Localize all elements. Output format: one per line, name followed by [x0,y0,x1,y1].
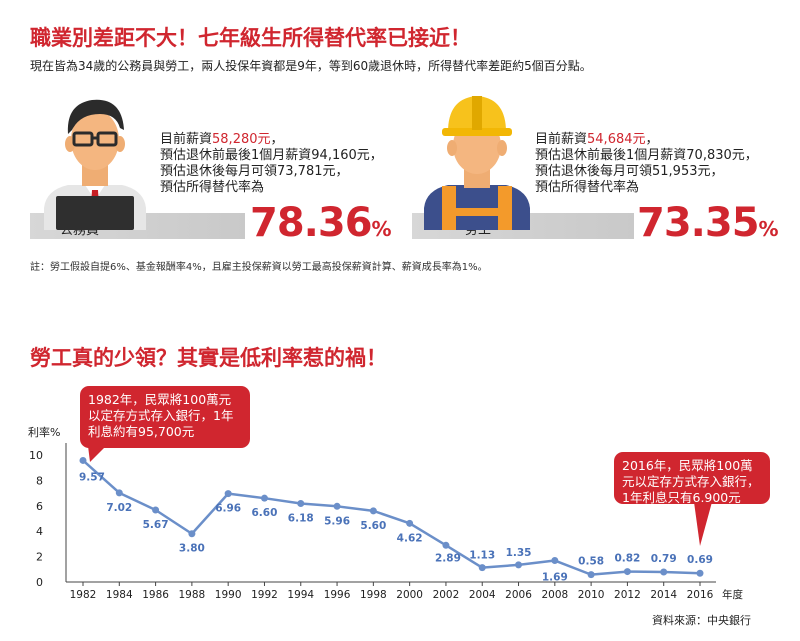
data-point [515,561,523,569]
data-label: 1.13 [469,550,495,562]
worker-salary-suffix: ， [645,132,659,147]
x-tick-label: 1988 [179,589,206,601]
x-tick-label: 1992 [251,589,278,601]
callout-1982: 1982年，民眾將100萬元以定存方式存入銀行，1年利息約有95,700元 [80,386,250,448]
x-axis-label: 年度 [722,588,743,601]
x-tick-label: 1996 [324,589,351,601]
y-tick-label: 6 [36,500,43,513]
data-label: 1.69 [542,572,568,584]
data-label: 3.80 [179,543,205,555]
civil-servant-salary-prefix: 目前薪資 [160,132,213,147]
civil-servant-salary: 58,280元 [212,132,271,147]
data-label: 1.35 [506,547,532,559]
data-label: 7.02 [106,502,132,514]
worker-rate-label: 預估所得替代率為 [535,180,640,195]
x-tick-label: 2008 [541,589,568,601]
data-label: 5.67 [143,519,169,531]
construction-worker-icon [424,96,530,230]
data-point [587,571,595,579]
x-tick-label: 2000 [396,589,423,601]
x-tick-label: 1984 [106,589,133,601]
data-label: 0.69 [687,554,713,566]
x-tick-label: 1998 [360,589,387,601]
callout-1982-pointer [88,446,106,462]
x-tick-label: 1982 [70,589,97,601]
data-label: 6.18 [288,513,314,525]
data-point [406,519,414,527]
page-subtitle: 現在皆為34歲的公務員與勞工，兩人投保年資都是9年，等到60歲退休時，所得替代率… [30,59,592,73]
worker-salary-prefix: 目前薪資 [535,132,588,147]
callout-2016-pointer [694,502,712,546]
civil-servant-last-salary: 預估退休前最後1個月薪資94,160元， [160,148,383,163]
x-tick-label: 2014 [650,589,677,601]
data-point [224,490,232,498]
y-axis-label: 利率% [28,425,60,439]
data-point [79,456,87,464]
data-label: 6.96 [215,503,241,515]
callout-2016: 2016年，民眾將100萬元以定存方式存入銀行，1年利息只有6,900元 [614,452,770,505]
worker-info: 目前薪資54,684元， 預估退休前最後1個月薪資70,830元， 預估退休後每… [535,132,758,196]
data-point [442,541,450,549]
y-tick-label: 10 [29,449,43,462]
y-tick-label: 4 [36,525,43,538]
x-tick-label: 2002 [433,589,460,601]
civil-servant-rate: 78.36% [250,200,392,246]
businessman-icon [44,99,146,230]
y-tick-label: 8 [36,474,43,487]
data-point [260,494,268,502]
x-tick-label: 2016 [687,589,714,601]
y-tick-label: 0 [36,576,43,589]
data-point [696,569,704,577]
section-title: 勞工真的少領？其實是低利率惹的禍！ [30,345,387,370]
civil-servant-pension: 預估退休後每月可領73,781元， [160,164,349,179]
worker-rate: 73.35% [637,200,779,246]
civil-servant-rate-value: 78.36 [250,200,373,246]
worker-pension: 預估退休後每月可領51,953元， [535,164,724,179]
worker-last-salary: 預估退休前最後1個月薪資70,830元， [535,148,758,163]
chart-layer: 利率% 0 2 4 6 8 10 1982 1984 1986 1988 1990 1992 1994 19… [28,425,743,601]
x-tick-label: 1994 [287,589,314,601]
worker-rate-unit: % [758,217,779,241]
page-title: 職業別差距不大！七年級生所得替代率已接近！ [30,25,471,50]
data-point [623,568,631,576]
data-label: 2.89 [435,552,461,564]
data-label: 4.62 [397,532,423,544]
data-point [152,506,160,514]
y-tick-label: 2 [36,551,43,564]
worker-rate-value: 73.35 [637,200,760,246]
civil-servant-info: 目前薪資58,280元， 預估退休前最後1個月薪資94,160元， 預估退休後每… [160,132,383,196]
worker-salary: 54,684元 [587,132,646,147]
data-point [660,568,668,576]
data-label: 5.60 [360,520,386,532]
data-source: 資料來源：中央銀行 [652,614,751,627]
x-tick-label: 2012 [614,589,641,601]
data-point [369,507,377,515]
civil-servant-rate-label: 預估所得替代率為 [160,180,265,195]
data-label: 9.57 [79,471,105,483]
x-tick-label: 2010 [578,589,605,601]
data-point [115,489,123,497]
data-point [188,530,196,538]
x-tick-label: 1986 [142,589,169,601]
data-point [478,564,486,572]
data-point [551,557,559,565]
x-tick-label: 2006 [505,589,532,601]
x-tick-label: 2004 [469,589,496,601]
data-label: 0.82 [614,553,640,565]
rate-series-line [82,459,701,576]
footnote: 註：勞工假設自提6%、基金報酬率4%，且雇主投保薪資以勞工最高投保薪資計算、薪資… [30,262,488,273]
civil-servant-rate-unit: % [371,217,392,241]
data-label: 0.79 [651,553,677,565]
x-tick-label: 1990 [215,589,242,601]
data-point [297,500,305,508]
data-label: 5.96 [324,515,350,527]
civil-servant-salary-suffix: ， [270,132,284,147]
data-label: 0.58 [578,556,604,568]
data-point [333,502,341,510]
data-label: 6.60 [252,507,278,519]
